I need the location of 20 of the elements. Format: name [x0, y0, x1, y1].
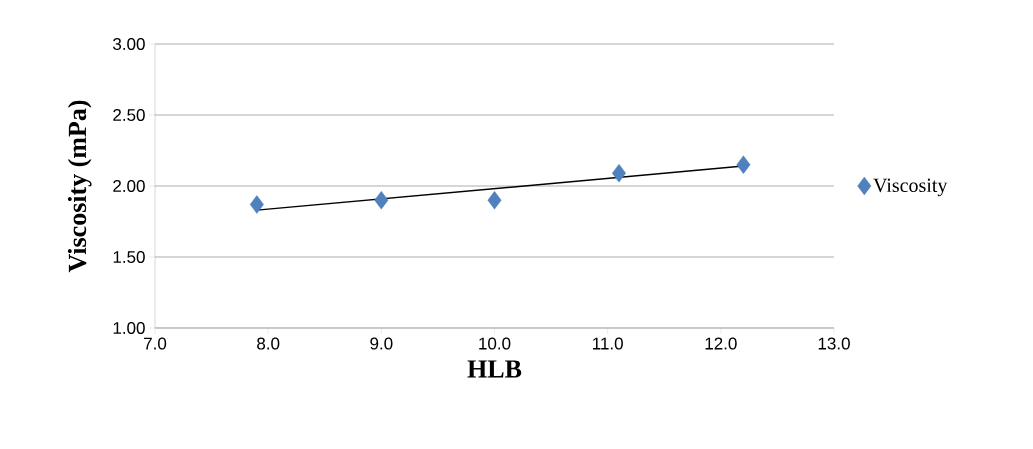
point [374, 190, 389, 210]
y-tick-label: 1.50 [113, 250, 145, 264]
x-tick-label: 7.0 [144, 337, 167, 350]
x-tick-label: 9.0 [370, 337, 393, 350]
y-axis-title: Viscosity (mPa) [67, 100, 92, 273]
legend-label: Viscosity [873, 178, 948, 197]
x-tick-label: 11.0 [593, 337, 623, 350]
point [736, 155, 751, 174]
point [612, 164, 626, 183]
x-axis-title: HLB [467, 360, 522, 378]
y-tick-label: 2.00 [113, 179, 145, 193]
y-tick-label: 3.00 [113, 37, 145, 51]
x-tick-label: 13.0 [818, 337, 850, 350]
x-tick-label: 8.0 [257, 337, 280, 350]
x-tick-label: 12.0 [705, 337, 737, 350]
x-tick-label: 10.0 [479, 337, 511, 350]
point [249, 195, 264, 214]
point [487, 190, 502, 210]
y-tick-label: 2.50 [113, 108, 145, 122]
y-tick-label: 1.00 [113, 321, 145, 335]
